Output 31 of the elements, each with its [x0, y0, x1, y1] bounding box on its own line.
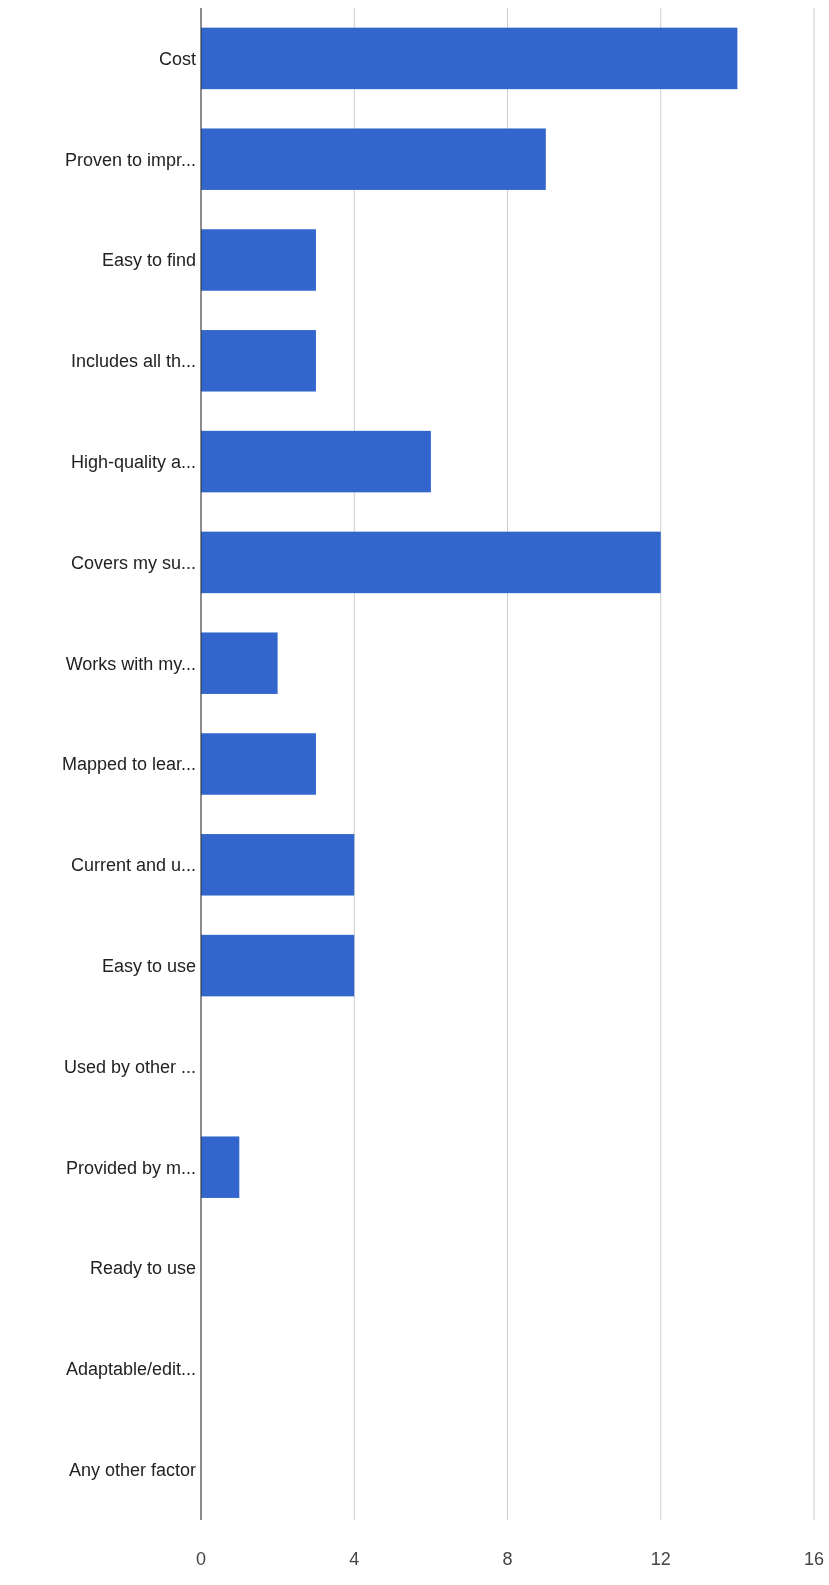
bar: [201, 934, 355, 997]
bar: [201, 531, 661, 594]
bar: [201, 733, 316, 795]
bar: [201, 330, 316, 392]
y-tick-label: Current and u...: [70, 855, 196, 876]
y-tick-label: Easy to find: [101, 250, 196, 271]
bar: [201, 834, 355, 896]
y-tick-label: Used by other ...: [63, 1056, 196, 1077]
y-tick-label: Mapped to lear...: [61, 754, 196, 775]
x-tick-label: 16: [803, 1549, 825, 1569]
y-tick-label: Provided by m...: [65, 1157, 196, 1178]
y-tick-label: Covers my su...: [70, 552, 196, 573]
y-tick-label: Proven to impr...: [64, 149, 196, 170]
bar: [201, 229, 316, 291]
y-tick-label: Adaptable/edit...: [65, 1359, 196, 1380]
y-tick-label: Cost: [158, 48, 196, 69]
bar: [201, 430, 431, 493]
y-tick-label: Any other factor: [68, 1459, 196, 1480]
x-tick-label: 12: [650, 1549, 671, 1569]
x-tick-label: 0: [195, 1549, 207, 1569]
bar: [201, 27, 738, 90]
x-tick-label: 4: [349, 1549, 360, 1569]
y-tick-label: Easy to use: [101, 955, 196, 976]
x-tick-label: 8: [502, 1549, 513, 1569]
y-tick-label: Includes all th...: [70, 351, 196, 372]
bar: [201, 128, 546, 190]
y-tick-label: Ready to use: [89, 1258, 196, 1279]
bar: [201, 632, 278, 694]
y-tick-label: Works with my...: [65, 653, 196, 674]
bar: [201, 1136, 240, 1198]
y-tick-label: High-quality a...: [70, 451, 196, 472]
